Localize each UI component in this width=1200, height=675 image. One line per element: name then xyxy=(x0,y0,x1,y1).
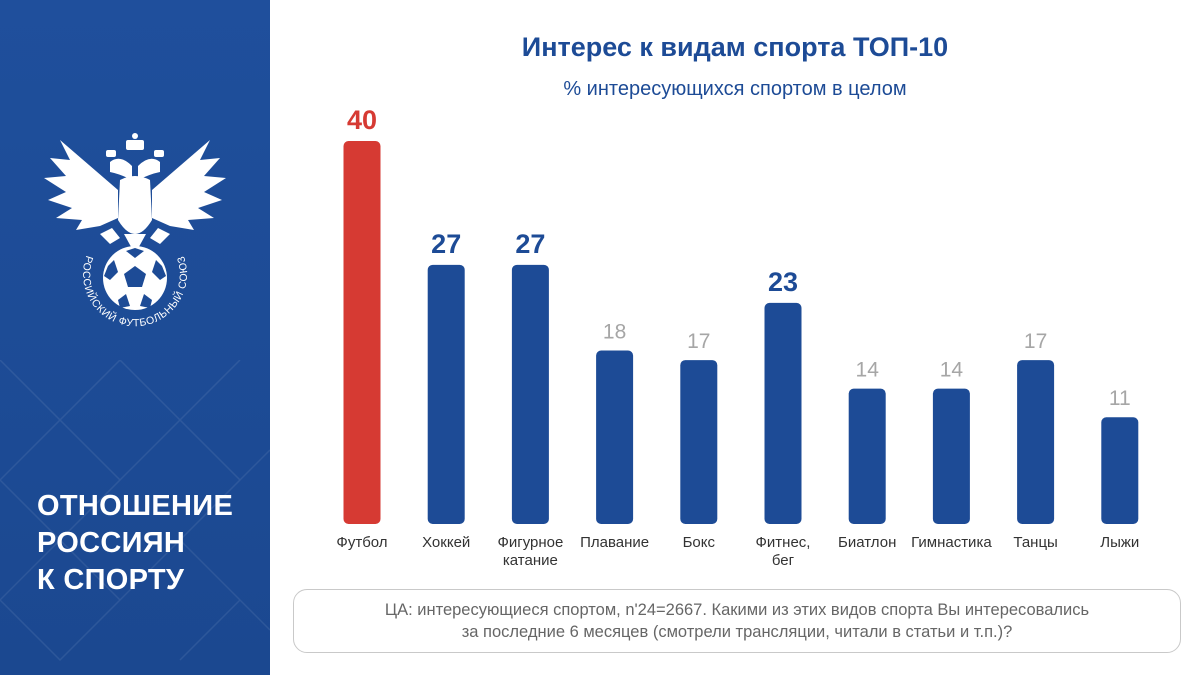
bar xyxy=(596,350,634,524)
category-label: Фигурное xyxy=(497,534,563,551)
data-label: 14 xyxy=(856,359,880,382)
data-label: 18 xyxy=(603,321,626,344)
bar xyxy=(848,388,886,524)
decorative-pattern xyxy=(0,360,270,662)
data-label: 40 xyxy=(347,105,377,135)
bar xyxy=(343,141,381,524)
bar xyxy=(427,264,465,524)
category-label: Хоккей xyxy=(422,534,470,551)
sidebar-headline: ОТНОШЕНИЕ РОССИЯН К СПОРТУ xyxy=(37,488,233,599)
data-label: 27 xyxy=(515,229,545,259)
chart-title: Интерес к видам спорта ТОП-10 xyxy=(521,32,949,62)
data-label: 14 xyxy=(940,359,964,382)
category-label: бег xyxy=(772,552,795,569)
footnote-line: ЦА: интересующиеся спортом, n'24=2667. К… xyxy=(384,601,1090,619)
category-label: Футбол xyxy=(336,534,387,551)
headline-line: РОССИЯН xyxy=(37,527,186,559)
category-label: Бокс xyxy=(683,534,716,551)
football-icon xyxy=(103,246,167,310)
bar xyxy=(680,360,718,524)
data-label: 23 xyxy=(768,267,798,297)
category-label: катание xyxy=(503,552,558,569)
bar xyxy=(764,302,802,524)
data-label: 17 xyxy=(1024,330,1047,353)
data-label: 27 xyxy=(431,229,461,259)
bar xyxy=(1017,360,1055,524)
category-label: Гимнастика xyxy=(911,534,992,551)
category-label: Плавание xyxy=(580,534,649,551)
chart-subtitle: % интересующихся спортом в целом xyxy=(563,78,907,100)
category-label: Танцы xyxy=(1013,534,1058,551)
rfs-logo: РОССИЙСКИЙ ФУТБОЛЬНЫЙ СОЮЗ xyxy=(44,133,226,329)
category-label: Биатлон xyxy=(838,534,896,551)
footnote-line: за последние 6 месяцев (смотрели трансля… xyxy=(461,623,1013,641)
headline-line: К СПОРТУ xyxy=(37,564,185,596)
sidebar: РОССИЙСКИЙ ФУТБОЛЬНЫЙ СОЮЗ ОТНОШЕНИЕ РОС… xyxy=(0,0,270,675)
bar xyxy=(932,388,970,524)
category-label: Фитнес, xyxy=(756,534,811,551)
category-label: Лыжи xyxy=(1100,534,1139,551)
footnote: ЦА: интересующиеся спортом, n'24=2667. К… xyxy=(293,589,1181,653)
bar xyxy=(511,264,549,524)
data-label: 17 xyxy=(687,330,710,353)
headline-line: ОТНОШЕНИЕ xyxy=(37,490,234,522)
data-label: 11 xyxy=(1109,387,1131,410)
bar xyxy=(1101,417,1139,524)
